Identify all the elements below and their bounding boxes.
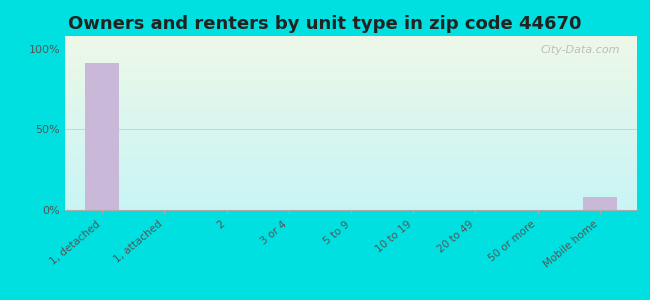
Bar: [582, 197, 617, 210]
Text: Owners and renters by unit type in zip code 44670: Owners and renters by unit type in zip c…: [68, 15, 582, 33]
Text: City-Data.com: City-Data.com: [540, 45, 620, 55]
Bar: [85, 63, 120, 210]
